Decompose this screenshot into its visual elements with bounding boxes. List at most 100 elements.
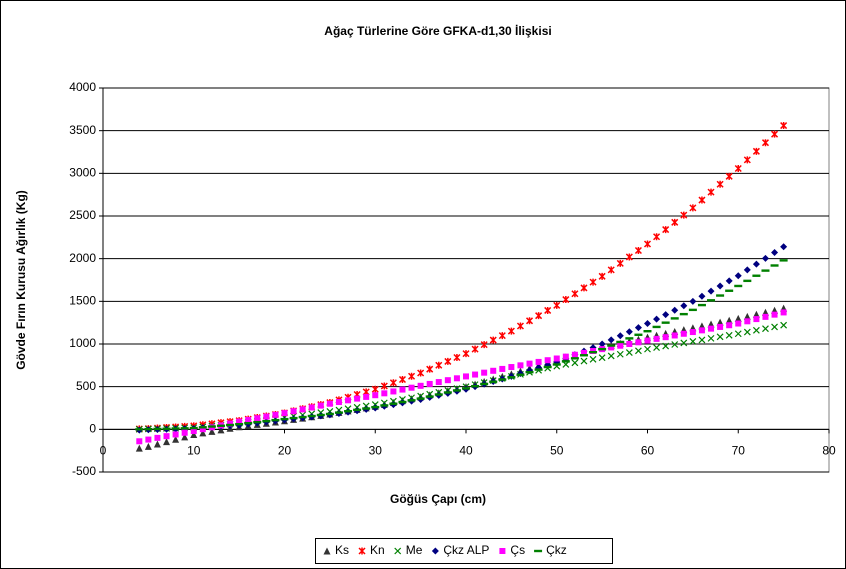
marker — [561, 360, 570, 363]
marker — [743, 279, 752, 283]
x-tick-label: 60 — [641, 444, 655, 458]
marker — [326, 400, 333, 407]
marker — [480, 341, 488, 349]
marker — [552, 363, 561, 366]
marker — [425, 395, 434, 398]
marker — [571, 359, 579, 367]
marker — [426, 365, 434, 373]
marker — [435, 379, 442, 386]
marker — [707, 334, 715, 342]
marker — [662, 334, 669, 341]
marker — [608, 344, 615, 351]
marker — [725, 277, 733, 285]
marker — [227, 420, 234, 427]
marker — [689, 204, 697, 212]
marker — [571, 290, 579, 298]
marker — [716, 333, 724, 341]
marker — [262, 419, 271, 423]
marker — [698, 336, 706, 344]
marker — [381, 390, 388, 397]
marker — [634, 246, 642, 255]
marker — [717, 323, 724, 330]
x-tick-label: 10 — [187, 444, 201, 458]
marker — [571, 351, 578, 358]
x-tick-label: 70 — [732, 444, 746, 458]
marker — [707, 299, 716, 302]
marker — [752, 326, 760, 334]
plot-area — [102, 87, 830, 473]
marker — [780, 309, 787, 316]
legend-marker — [358, 547, 366, 555]
marker — [426, 380, 433, 387]
marker — [725, 172, 733, 180]
marker — [463, 373, 469, 380]
marker — [617, 342, 624, 349]
marker — [671, 341, 679, 348]
marker — [734, 330, 742, 338]
marker — [589, 350, 598, 354]
marker — [135, 444, 143, 452]
marker — [154, 434, 161, 441]
marker — [172, 435, 180, 443]
legend-marker — [534, 549, 543, 553]
legend-label: Ks — [335, 543, 349, 557]
marker — [172, 431, 179, 438]
marker — [517, 362, 524, 369]
marker — [771, 130, 779, 138]
marker — [444, 377, 451, 384]
marker — [253, 420, 262, 424]
marker — [344, 410, 353, 413]
marker — [472, 371, 479, 378]
marker — [198, 426, 207, 429]
marker — [299, 406, 306, 413]
marker — [662, 226, 670, 234]
marker — [244, 421, 253, 425]
marker — [761, 254, 769, 262]
marker — [770, 264, 779, 267]
marker — [390, 388, 397, 395]
marker — [136, 438, 143, 445]
marker — [371, 385, 379, 393]
marker — [481, 369, 488, 376]
y-tick-label: 3000 — [69, 166, 96, 180]
x-tick-label: 20 — [278, 444, 292, 458]
marker — [462, 350, 470, 358]
marker — [707, 287, 715, 295]
marker — [580, 284, 588, 292]
marker — [688, 308, 697, 312]
marker — [780, 321, 788, 329]
y-tick-label: 1500 — [69, 294, 96, 308]
marker — [271, 418, 280, 422]
marker — [698, 196, 706, 204]
marker — [707, 188, 715, 196]
marker — [616, 340, 625, 344]
marker — [734, 284, 743, 288]
marker — [263, 413, 270, 420]
marker — [562, 353, 569, 360]
marker — [752, 260, 760, 268]
marker — [680, 302, 688, 310]
marker — [181, 433, 189, 441]
marker — [345, 397, 352, 404]
marker — [607, 352, 615, 360]
marker — [153, 440, 161, 448]
legend-marker — [499, 548, 506, 554]
marker — [689, 338, 697, 345]
marker — [362, 407, 371, 410]
marker — [507, 327, 515, 335]
marker — [716, 282, 724, 290]
marker — [716, 180, 724, 188]
marker — [634, 324, 642, 332]
marker — [616, 259, 624, 267]
marker — [462, 387, 470, 390]
marker — [579, 354, 588, 357]
chart-title: Ağaç Türlerine Göre GFKA-d1,30 İlişkisi — [324, 23, 551, 38]
marker — [644, 345, 651, 353]
marker — [635, 347, 642, 355]
marker — [316, 413, 325, 417]
marker — [771, 323, 778, 331]
marker — [490, 367, 497, 374]
marker — [335, 399, 342, 406]
marker — [207, 425, 216, 428]
